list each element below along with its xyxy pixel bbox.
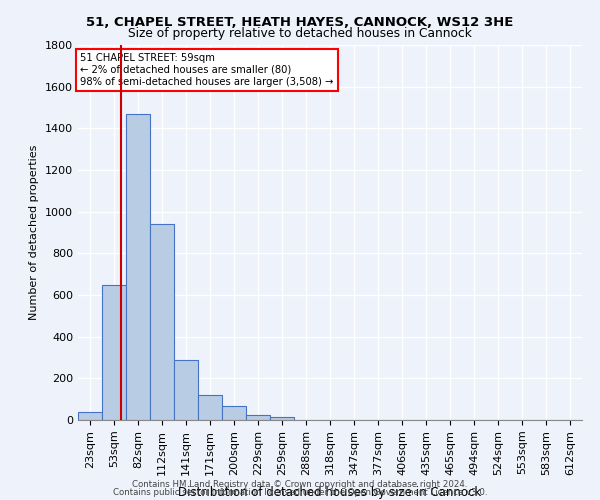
Text: Size of property relative to detached houses in Cannock: Size of property relative to detached ho… bbox=[128, 26, 472, 40]
Text: 51, CHAPEL STREET, HEATH HAYES, CANNOCK, WS12 3HE: 51, CHAPEL STREET, HEATH HAYES, CANNOCK,… bbox=[86, 16, 514, 29]
Bar bbox=[126, 114, 150, 420]
X-axis label: Distribution of detached houses by size in Cannock: Distribution of detached houses by size … bbox=[178, 486, 482, 499]
Y-axis label: Number of detached properties: Number of detached properties bbox=[29, 145, 40, 320]
Bar bbox=[102, 284, 126, 420]
Bar bbox=[78, 412, 102, 420]
Bar bbox=[198, 395, 222, 420]
Bar bbox=[222, 406, 246, 420]
Bar bbox=[246, 415, 270, 420]
Bar bbox=[270, 417, 294, 420]
Bar bbox=[174, 360, 198, 420]
Bar bbox=[150, 224, 174, 420]
Text: Contains public sector information licensed under the Open Government Licence v3: Contains public sector information licen… bbox=[113, 488, 487, 497]
Text: 51 CHAPEL STREET: 59sqm
← 2% of detached houses are smaller (80)
98% of semi-det: 51 CHAPEL STREET: 59sqm ← 2% of detached… bbox=[80, 54, 334, 86]
Text: Contains HM Land Registry data © Crown copyright and database right 2024.: Contains HM Land Registry data © Crown c… bbox=[132, 480, 468, 489]
